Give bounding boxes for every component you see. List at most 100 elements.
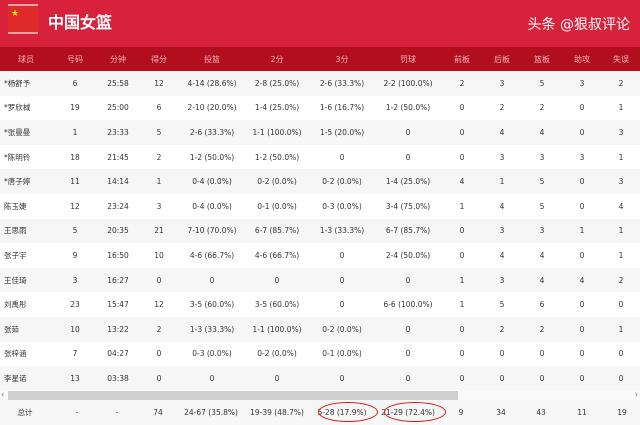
china-flag-icon: ★ — [8, 4, 38, 34]
stat-cell: 0 — [244, 366, 310, 391]
stat-cell: 0 — [374, 144, 442, 170]
team-banner: ★ 中国女篮 头条 @狠叔评论 — [0, 0, 640, 47]
stat-cell: 1 — [442, 193, 482, 219]
stat-cell: 5 — [522, 193, 562, 219]
stat-cell: 3 — [482, 71, 522, 96]
stat-cell: 3 — [522, 144, 562, 170]
stat-cell: 9 — [52, 243, 98, 268]
stat-cell: 3 — [482, 218, 522, 244]
stat-cell: 0 — [180, 366, 244, 391]
stat-cell: 0-3 (0.0%) — [310, 193, 374, 219]
team-title: 中国女篮 — [48, 13, 113, 32]
stat-cell: 0 — [562, 316, 602, 342]
total-label: 总计 — [17, 408, 33, 417]
column-header[interactable]: 得分 — [138, 47, 180, 71]
stat-cell: 0 — [138, 341, 180, 367]
player-name: 刘禹彤 — [0, 292, 52, 317]
stat-cell: 1-2 (50.0%) — [244, 144, 310, 170]
stat-cell: 2 — [522, 95, 562, 121]
stat-cell: 1 — [138, 169, 180, 194]
stat-cell: 5 — [138, 120, 180, 145]
total-cell: 19 — [617, 408, 627, 417]
column-header[interactable]: 失误 — [602, 47, 640, 71]
stat-cell: 3 — [562, 71, 602, 96]
stat-cell: 2 — [482, 95, 522, 121]
stat-cell: 25:58 — [98, 71, 138, 96]
stat-cell: 2-8 (25.0%) — [244, 71, 310, 96]
stat-cell: 1 — [52, 120, 98, 145]
stat-cell: 4 — [482, 243, 522, 268]
stat-cell: 0 — [374, 316, 442, 342]
stat-cell: 4 — [522, 120, 562, 145]
stat-cell: 0 — [442, 243, 482, 268]
stat-cell: 3 — [52, 267, 98, 293]
total-cell: 9 — [458, 408, 464, 417]
stat-cell: 6 — [522, 292, 562, 317]
table-row: *罗欣棫 19 25:00 6 2-10 (20.0%) 1-4 (25.0%) 1-6 (… — [0, 95, 640, 121]
column-header[interactable]: 2分 — [244, 47, 310, 71]
player-name: *杨舒予 — [0, 71, 52, 96]
horizontal-scrollbar[interactable]: ‹ › — [0, 390, 640, 400]
stat-cell: 0-2 (0.0%) — [244, 341, 310, 367]
table-row: *唐子婷 11 14:14 1 0-4 (0.0%) 0-2 (0.0%) 0-2 (0.0… — [0, 169, 640, 194]
column-header[interactable]: 后板 — [482, 47, 522, 71]
table-row: *陈明铃 18 21:45 2 1-2 (50.0%) 1-2 (50.0%) 0 0 0 3 3 3… — [0, 144, 640, 170]
column-header[interactable]: 罚球 — [374, 47, 442, 71]
stat-cell: 0 — [442, 144, 482, 170]
stat-cell: 2 — [602, 71, 640, 96]
column-header[interactable]: 篮板 — [522, 47, 562, 71]
stat-cell: 0 — [562, 366, 602, 391]
table-row: 张子宇 9 16:50 10 4-6 (66.7%) 4-6 (66.7%) 0 2-4 (5… — [0, 243, 640, 268]
stat-cell: 7-10 (70.0%) — [180, 218, 244, 244]
column-header[interactable]: 号码 — [52, 47, 98, 71]
total-cell: 34 — [496, 408, 506, 417]
stat-cell: 1-2 (50.0%) — [374, 95, 442, 121]
stat-cell: 1-1 (100.0%) — [244, 120, 310, 145]
stat-cell: 23 — [52, 292, 98, 317]
stat-cell: 10 — [52, 316, 98, 342]
stat-cell: 0 — [442, 341, 482, 367]
stat-cell: 5 — [52, 218, 98, 244]
stat-cell: 0 — [562, 341, 602, 367]
stat-cell: 0-3 (0.0%) — [180, 341, 244, 367]
stat-cell: 6 — [52, 71, 98, 96]
column-header[interactable]: 投篮 — [180, 47, 244, 71]
column-header[interactable]: 助攻 — [562, 47, 602, 71]
scroll-left-icon[interactable]: ‹ — [1, 390, 5, 399]
stat-cell: 13:22 — [98, 316, 138, 342]
column-header[interactable]: 3分 — [310, 47, 374, 71]
stat-cell: 0 — [138, 366, 180, 391]
stat-cell: 4 — [442, 169, 482, 194]
stat-cell: 1 — [442, 292, 482, 317]
column-header[interactable]: 球员 — [0, 47, 52, 71]
player-name: 王佳琦 — [0, 267, 52, 293]
stat-cell: 2 — [442, 71, 482, 96]
stat-cell: 0 — [374, 267, 442, 293]
stat-cell: 03:38 — [98, 366, 138, 391]
stat-cell: 6-6 (100.0%) — [374, 292, 442, 317]
stat-cell: 0 — [482, 341, 522, 367]
player-name: 张子宇 — [0, 243, 52, 268]
stat-cell: 0 — [562, 243, 602, 268]
column-header[interactable]: 前板 — [442, 47, 482, 71]
stat-cell: 21 — [138, 218, 180, 244]
total-cell: 24-67 (35.8%) — [184, 408, 238, 417]
stat-cell: 0 — [442, 95, 482, 121]
column-header[interactable]: 分钟 — [98, 47, 138, 71]
stat-cell: 5 — [522, 169, 562, 194]
player-name: 王思雨 — [0, 218, 52, 244]
stat-cell: 1-4 (25.0%) — [244, 95, 310, 121]
table-row: 李星诺 13 03:38 0 0 0 0 0 0 0 0 0 0 — [0, 366, 640, 391]
player-name: *唐子婷 — [0, 169, 52, 194]
stat-cell: 11 — [52, 169, 98, 194]
scrollbar-thumb[interactable] — [8, 391, 458, 400]
table-row: *杨舒予 6 25:58 12 4-14 (28.6%) 2-8 (25.0%) 2-6 (… — [0, 71, 640, 96]
total-cell: - — [75, 408, 79, 417]
stat-cell: 4 — [522, 243, 562, 268]
stat-cell: 0-4 (0.0%) — [180, 193, 244, 219]
stat-cell: 7 — [52, 341, 98, 367]
scroll-right-icon[interactable]: › — [634, 390, 638, 399]
highlight-circle-3pt — [318, 402, 378, 422]
stat-cell: 0 — [442, 218, 482, 244]
stat-cell: 20:35 — [98, 218, 138, 244]
